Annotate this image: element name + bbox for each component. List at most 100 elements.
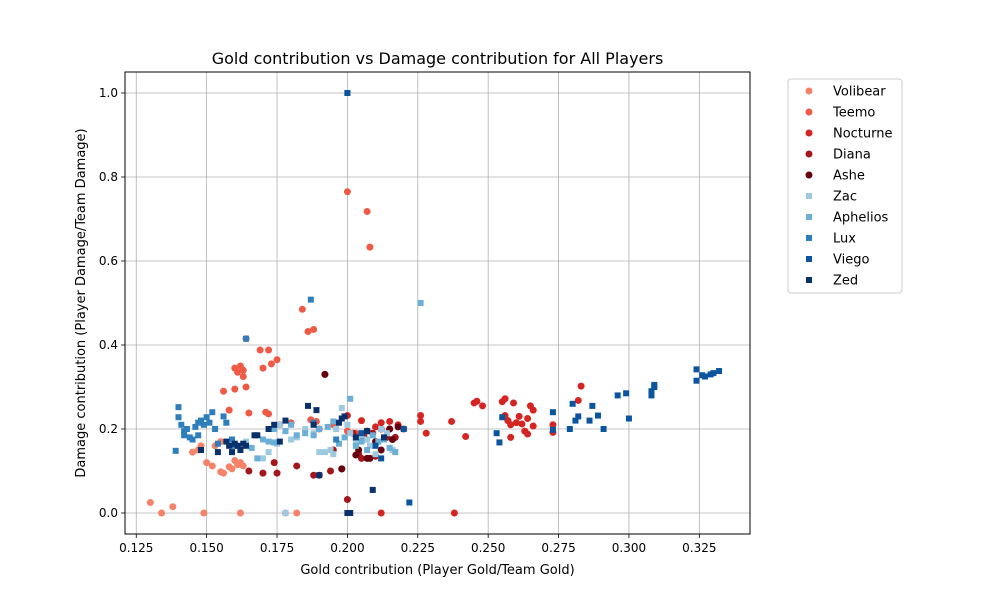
grid-lines — [125, 72, 750, 534]
legend-marker-volibear — [805, 87, 813, 95]
point-nocturne — [529, 422, 537, 430]
point-teemo — [234, 368, 242, 376]
point-viego — [693, 377, 700, 384]
point-teemo — [343, 188, 351, 196]
point-teemo — [256, 346, 264, 354]
point-nocturne — [377, 509, 385, 517]
point-aphelios — [324, 423, 331, 430]
point-teemo — [245, 409, 253, 417]
point-zed — [313, 407, 320, 414]
point-zac — [333, 426, 340, 432]
point-zac — [302, 426, 309, 432]
point-nocturne — [549, 421, 557, 429]
point-teemo — [310, 325, 318, 333]
point-viego — [372, 442, 379, 449]
point-ashe — [338, 465, 346, 473]
point-teemo — [265, 410, 273, 418]
point-viego — [566, 426, 573, 432]
point-nocturne — [422, 429, 430, 437]
y-tick-label: 1.0 — [99, 86, 118, 100]
point-teemo — [259, 364, 267, 372]
point-lux — [214, 440, 221, 447]
point-nocturne — [507, 433, 515, 441]
point-zed — [335, 419, 342, 426]
point-zed — [369, 486, 376, 493]
point-teemo — [242, 383, 250, 391]
point-zed — [341, 413, 348, 420]
point-viego — [493, 430, 500, 437]
point-viego — [549, 409, 556, 416]
point-viego — [400, 426, 407, 432]
legend-label-viego: Viego — [833, 253, 869, 268]
point-zac — [344, 421, 351, 428]
point-nocturne — [386, 417, 394, 425]
legend-marker-diana — [805, 150, 813, 158]
point-volibear — [228, 465, 236, 473]
point-zed — [234, 442, 241, 449]
point-viego — [625, 415, 632, 422]
point-lux — [183, 426, 190, 432]
point-zac — [330, 451, 337, 458]
legend-label-ashe: Ashe — [833, 169, 865, 184]
point-zac — [338, 405, 345, 411]
point-aphelios — [259, 436, 266, 443]
point-teemo — [366, 243, 374, 251]
point-zac — [282, 510, 289, 516]
point-aphelios — [302, 430, 309, 437]
point-nocturne — [357, 417, 365, 425]
point-lux — [175, 414, 182, 421]
point-lux — [195, 432, 202, 439]
legend-label-volibear: Volibear — [833, 85, 886, 100]
point-viego — [549, 426, 556, 433]
point-ashe — [388, 436, 396, 443]
point-viego — [499, 414, 506, 421]
legend-marker-viego — [806, 256, 812, 262]
point-viego — [586, 417, 593, 424]
point-nocturne — [524, 430, 532, 438]
point-volibear — [236, 509, 244, 517]
point-nocturne — [515, 412, 523, 420]
point-zac — [276, 421, 283, 428]
legend-marker-nocturne — [805, 129, 813, 137]
point-zed — [271, 421, 278, 428]
point-aphelios — [341, 434, 348, 441]
point-teemo — [273, 356, 281, 364]
point-viego — [648, 388, 655, 395]
point-viego — [623, 390, 630, 397]
point-volibear — [203, 459, 211, 467]
y-tick-label: 0.0 — [99, 506, 118, 520]
x-axis-label: Gold contribution (Player Gold/Team Gold… — [300, 563, 574, 578]
point-zed — [352, 434, 359, 441]
point-viego — [575, 413, 582, 420]
legend-marker-zac — [806, 193, 812, 199]
point-viego — [594, 412, 601, 419]
legend-label-nocturne: Nocturne — [833, 127, 893, 142]
point-zed — [243, 442, 250, 449]
y-axis-label: Damage contribution (Player Damage/Team … — [74, 128, 89, 477]
point-aphelios — [288, 421, 295, 428]
point-zac — [364, 436, 371, 443]
point-volibear — [189, 448, 197, 456]
legend-marker-ashe — [805, 171, 813, 179]
point-viego — [600, 426, 607, 432]
point-viego — [614, 392, 621, 399]
point-aphelios — [392, 449, 399, 456]
legend-label-zed: Zed — [833, 274, 858, 289]
point-viego — [496, 439, 503, 446]
legend-marker-zed — [806, 277, 812, 283]
point-ashe — [377, 446, 385, 454]
point-zac — [327, 447, 334, 453]
point-lux — [307, 296, 314, 303]
point-aphelios — [347, 395, 354, 402]
x-tick-label: 0.275 — [541, 541, 575, 555]
point-volibear — [146, 499, 154, 506]
point-zed — [214, 449, 221, 456]
x-tick-label: 0.300 — [612, 541, 646, 555]
point-lux — [223, 419, 230, 426]
point-zac — [265, 449, 272, 456]
legend-label-aphelios: Aphelios — [833, 211, 889, 226]
point-teemo — [220, 387, 228, 395]
point-viego — [648, 392, 655, 399]
point-aphelios — [271, 426, 278, 432]
point-nocturne — [448, 417, 456, 425]
